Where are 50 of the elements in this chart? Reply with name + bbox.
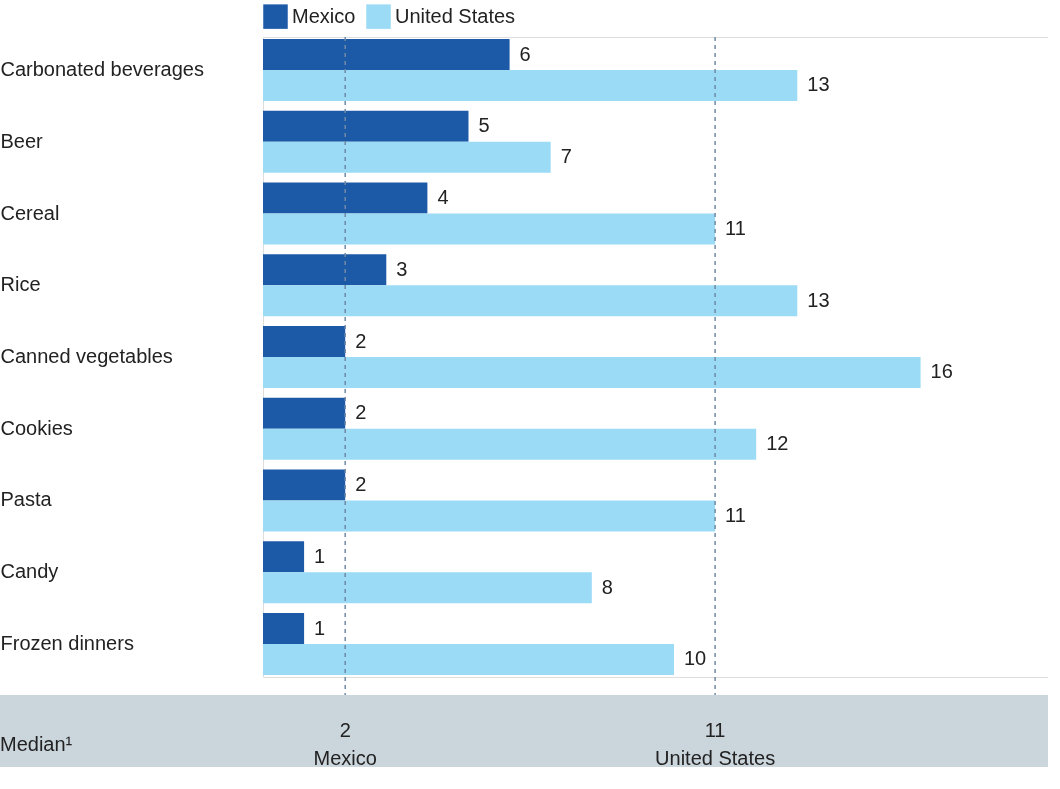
data-label: 8 <box>601 575 613 598</box>
y-tick-label: Cookies <box>0 416 73 439</box>
data-label: 16 <box>930 360 953 383</box>
bar <box>263 69 798 101</box>
bar <box>263 326 346 358</box>
data-label: 13 <box>807 73 830 96</box>
y-tick-label: Canned vegetables <box>0 345 173 367</box>
bar <box>263 254 387 286</box>
bar <box>263 213 716 245</box>
y-tick-label: Candy <box>0 560 59 583</box>
data-label: 11 <box>725 503 746 526</box>
bar <box>263 182 428 214</box>
y-tick-label: Pasta <box>0 488 53 511</box>
bar <box>263 110 469 142</box>
data-label: 4 <box>437 186 449 209</box>
y-tick-label: Carbonated beverages <box>0 58 204 80</box>
ref-line-label: 2 Mexico <box>313 719 377 769</box>
bar <box>263 541 305 573</box>
ref-line-label: 11 United States <box>655 719 776 769</box>
y-tick-label: Cereal <box>0 201 60 224</box>
bar <box>263 572 592 604</box>
y-tick-label: Frozen dinners <box>0 632 134 654</box>
data-label: 5 <box>478 114 490 137</box>
y-tick-label: Rice <box>0 273 41 296</box>
bar <box>263 285 798 317</box>
data-label: 13 <box>807 288 830 311</box>
bar <box>263 500 716 532</box>
data-label: 7 <box>560 145 572 168</box>
bar <box>263 613 305 645</box>
bar <box>263 428 757 460</box>
legend-label: Mexico <box>292 4 356 27</box>
data-label: 10 <box>683 647 707 670</box>
data-label: 2 <box>355 473 367 496</box>
legend-label: United States <box>395 4 516 27</box>
bar <box>263 469 346 501</box>
data-label: 6 <box>519 42 531 65</box>
data-label: 2 <box>355 401 367 424</box>
data-label: 12 <box>766 432 789 455</box>
bar <box>263 141 551 173</box>
data-label: 11 <box>725 216 746 239</box>
bar <box>263 397 346 429</box>
data-label: 2 <box>355 329 367 352</box>
bar <box>263 39 510 71</box>
text: Median¹ <box>0 733 73 755</box>
data-label: 1 <box>314 616 326 639</box>
bar <box>263 356 921 388</box>
data-label: 1 <box>314 544 326 567</box>
bar <box>263 643 674 675</box>
data-label: 3 <box>396 257 408 280</box>
y-tick-label: Beer <box>0 129 44 152</box>
